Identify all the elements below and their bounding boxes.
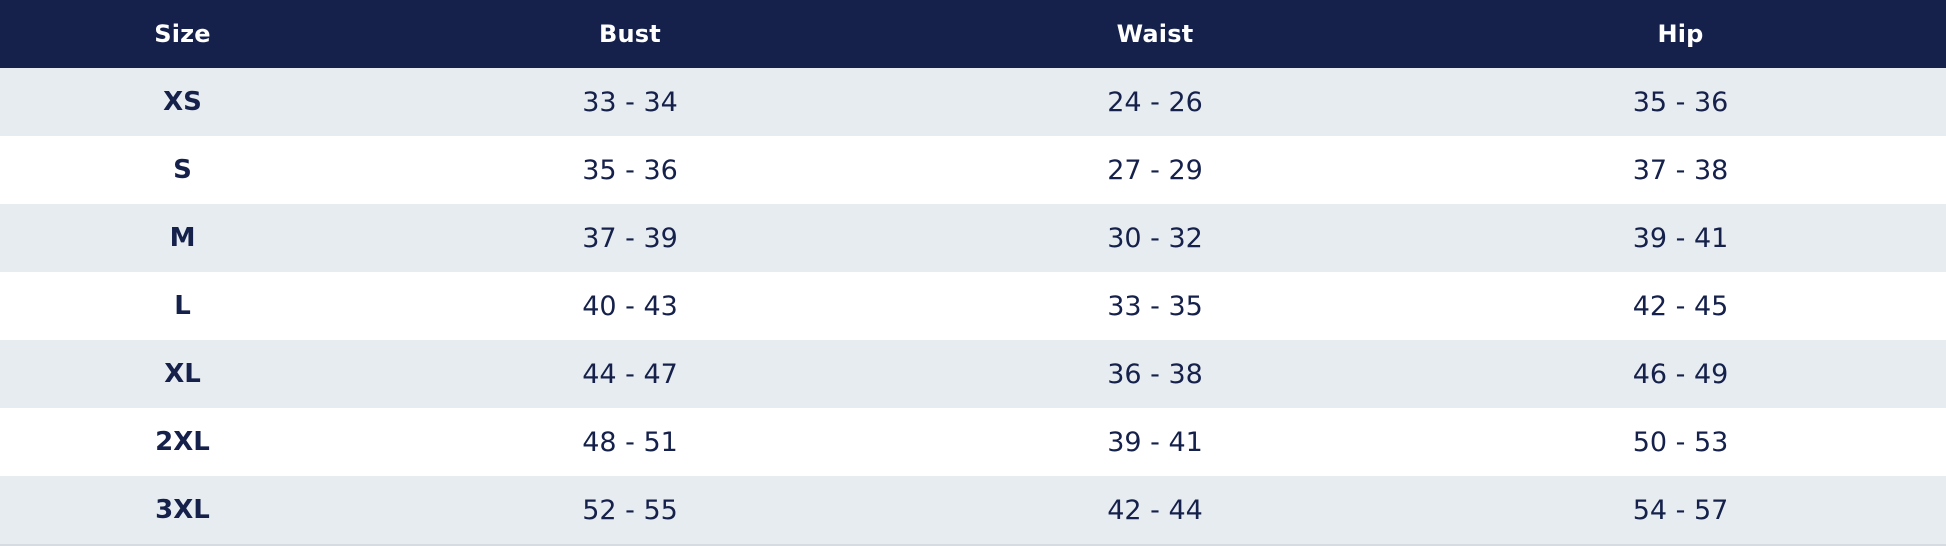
- table-row-m: M 37 - 39 30 - 32 39 - 41: [0, 204, 1946, 272]
- table-row-s: S 35 - 36 27 - 29 37 - 38: [0, 136, 1946, 204]
- column-header-waist: Waist: [1116, 20, 1194, 48]
- waist-cell: 27 - 29: [1107, 154, 1203, 186]
- table-row-l: L 40 - 43 33 - 35 42 - 45: [0, 272, 1946, 340]
- size-cell: 3XL: [155, 495, 210, 525]
- waist-cell: 42 - 44: [1107, 494, 1203, 526]
- bust-cell: 35 - 36: [582, 154, 678, 186]
- hip-cell: 50 - 53: [1632, 426, 1729, 458]
- hip-cell: 37 - 38: [1632, 154, 1729, 186]
- hip-cell: 35 - 36: [1632, 86, 1729, 118]
- table-row-3xl: 3XL 52 - 55 42 - 44 54 - 57: [0, 476, 1946, 544]
- header-row: Size Bust Waist Hip: [0, 0, 1946, 68]
- bust-cell: 37 - 39: [582, 222, 678, 254]
- column-header-hip: Hip: [1657, 20, 1704, 48]
- bust-cell: 33 - 34: [582, 86, 678, 118]
- table-header: Size Bust Waist Hip: [0, 0, 1946, 68]
- waist-cell: 30 - 32: [1107, 222, 1203, 254]
- size-cell: S: [173, 155, 192, 185]
- size-cell: XS: [163, 87, 202, 117]
- size-cell: L: [174, 291, 191, 321]
- table-row-xl: XL 44 - 47 36 - 38 46 - 49: [0, 340, 1946, 408]
- table-body: XS 33 - 34 24 - 26 35 - 36 S 35 - 36 27 …: [0, 68, 1946, 544]
- size-cell: M: [169, 223, 196, 253]
- hip-cell: 46 - 49: [1632, 358, 1729, 390]
- size-cell: XL: [164, 359, 201, 389]
- bust-cell: 52 - 55: [582, 494, 678, 526]
- hip-cell: 42 - 45: [1632, 290, 1729, 322]
- column-header-size: Size: [154, 20, 211, 48]
- bottom-divider: [0, 544, 1946, 546]
- waist-cell: 36 - 38: [1107, 358, 1203, 390]
- bust-cell: 48 - 51: [582, 426, 678, 458]
- hip-cell: 54 - 57: [1632, 494, 1729, 526]
- bust-cell: 40 - 43: [582, 290, 678, 322]
- hip-cell: 39 - 41: [1632, 222, 1729, 254]
- waist-cell: 24 - 26: [1107, 86, 1203, 118]
- size-cell: 2XL: [155, 427, 210, 457]
- waist-cell: 33 - 35: [1107, 290, 1203, 322]
- column-header-bust: Bust: [599, 20, 661, 48]
- table-row-2xl: 2XL 48 - 51 39 - 41 50 - 53: [0, 408, 1946, 476]
- bust-cell: 44 - 47: [582, 358, 678, 390]
- table-row-xs: XS 33 - 34 24 - 26 35 - 36: [0, 68, 1946, 136]
- waist-cell: 39 - 41: [1107, 426, 1203, 458]
